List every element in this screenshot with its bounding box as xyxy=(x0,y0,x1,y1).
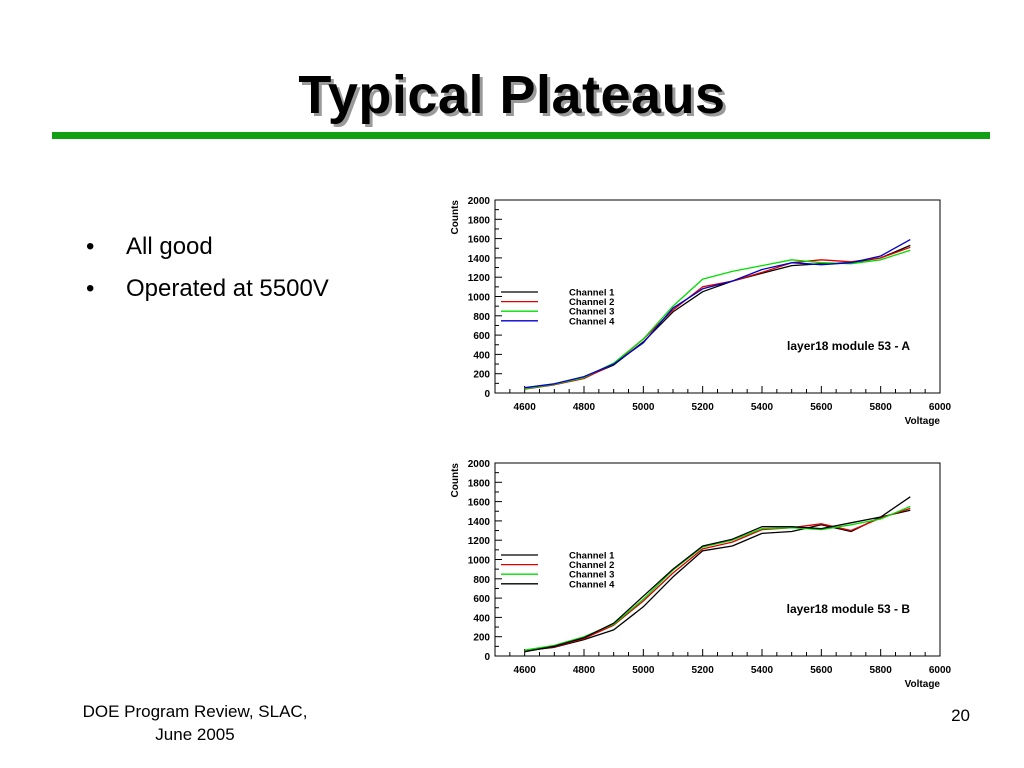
legend-label: Channel 3 xyxy=(569,307,614,318)
plateau-chart-b: 0 200 400 600 800 1000 1200 1400 1600 1800 2000 460… xyxy=(440,451,960,699)
legend-label: Channel 2 xyxy=(569,297,614,308)
footer-line-1: DOE Program Review, SLAC, xyxy=(82,702,308,721)
y-tick-label: 1400 xyxy=(468,517,491,528)
bullet-text: Operated at 5500V xyxy=(126,275,329,302)
series-line xyxy=(524,239,911,389)
series-line xyxy=(524,496,911,653)
y-axis-label: Counts xyxy=(450,200,461,235)
bullet-marker: • xyxy=(86,233,95,260)
y-tick-label: 600 xyxy=(473,331,490,342)
y-tick-label: 2000 xyxy=(468,459,491,470)
legend-label: Channel 1 xyxy=(569,288,615,299)
plateau-chart-a: 0 200 400 600 800 1000 1200 1400 1600 1800 2000 460… xyxy=(440,188,960,436)
y-tick-label: 1000 xyxy=(468,556,491,567)
y-tick-label: 1600 xyxy=(468,498,491,509)
y-tick-label: 2000 xyxy=(468,196,491,207)
y-tick-label: 1200 xyxy=(468,536,491,547)
x-tick-label: 5800 xyxy=(870,402,893,413)
legend-label: Channel 4 xyxy=(569,316,615,327)
y-tick-label: 1800 xyxy=(468,478,491,489)
x-tick-label: 6000 xyxy=(929,402,952,413)
y-tick-label: 600 xyxy=(473,594,490,605)
bullet-text: All good xyxy=(126,233,213,260)
series-line xyxy=(524,507,911,652)
series-line xyxy=(524,246,911,390)
y-tick-label: 800 xyxy=(473,312,490,323)
x-tick-label: 5400 xyxy=(751,665,774,676)
x-tick-label: 4600 xyxy=(514,402,537,413)
chart-b-svg: 0 200 400 600 800 1000 1200 1400 1600 1800 2000 460… xyxy=(450,459,952,690)
chart-title: layer18 module 53 - B xyxy=(787,602,911,616)
x-tick-label: 5400 xyxy=(751,402,774,413)
y-axis-label: Counts xyxy=(450,463,461,498)
legend-label: Channel 4 xyxy=(569,579,615,590)
plot-frame xyxy=(494,199,941,394)
x-tick-label: 5800 xyxy=(870,665,893,676)
footer-line-2: June 2005 xyxy=(155,725,235,744)
plot-frame xyxy=(494,462,941,657)
y-tick-label: 200 xyxy=(473,370,490,381)
y-tick-label: 0 xyxy=(484,652,490,663)
x-tick-label: 5600 xyxy=(810,402,833,413)
y-tick-label: 400 xyxy=(473,613,490,624)
series-line xyxy=(524,509,911,652)
x-tick-label: 6000 xyxy=(929,665,952,676)
x-tick-label: 5200 xyxy=(692,665,715,676)
footer-event: DOE Program Review, SLAC, June 2005 xyxy=(40,700,350,746)
x-tick-label: 5200 xyxy=(692,402,715,413)
slide-title: Typical Plateaus xyxy=(298,65,726,125)
x-tick-label: 4800 xyxy=(573,665,596,676)
y-tick-label: 400 xyxy=(473,350,490,361)
legend-label: Channel 1 xyxy=(569,551,615,562)
chart-title: layer18 module 53 - A xyxy=(787,339,910,353)
y-tick-label: 1600 xyxy=(468,235,491,246)
title-underline xyxy=(52,132,990,139)
page-number: 20 xyxy=(951,706,970,725)
chart-a-svg: 0 200 400 600 800 1000 1200 1400 1600 1800 2000 460… xyxy=(450,196,952,427)
y-tick-label: 800 xyxy=(473,575,490,586)
bullet-marker: • xyxy=(86,275,95,302)
bullet-item: • All good xyxy=(86,226,329,268)
x-tick-label: 5000 xyxy=(632,402,655,413)
y-tick-label: 1800 xyxy=(468,215,491,226)
x-tick-label: 5000 xyxy=(632,665,655,676)
x-tick-label: 4800 xyxy=(573,402,596,413)
legend-label: Channel 3 xyxy=(569,570,614,581)
bullet-list: • All good • Operated at 5500V xyxy=(86,226,329,310)
x-tick-label: 5600 xyxy=(810,665,833,676)
x-axis-label: Voltage xyxy=(905,416,941,427)
y-tick-label: 1200 xyxy=(468,273,491,284)
y-tick-label: 200 xyxy=(473,633,490,644)
y-tick-label: 1000 xyxy=(468,293,491,304)
x-axis-label: Voltage xyxy=(905,679,941,690)
legend-label: Channel 2 xyxy=(569,560,614,571)
x-tick-label: 4600 xyxy=(514,665,537,676)
bullet-item: • Operated at 5500V xyxy=(86,268,329,310)
y-tick-label: 0 xyxy=(484,389,490,400)
y-tick-label: 1400 xyxy=(468,254,491,265)
